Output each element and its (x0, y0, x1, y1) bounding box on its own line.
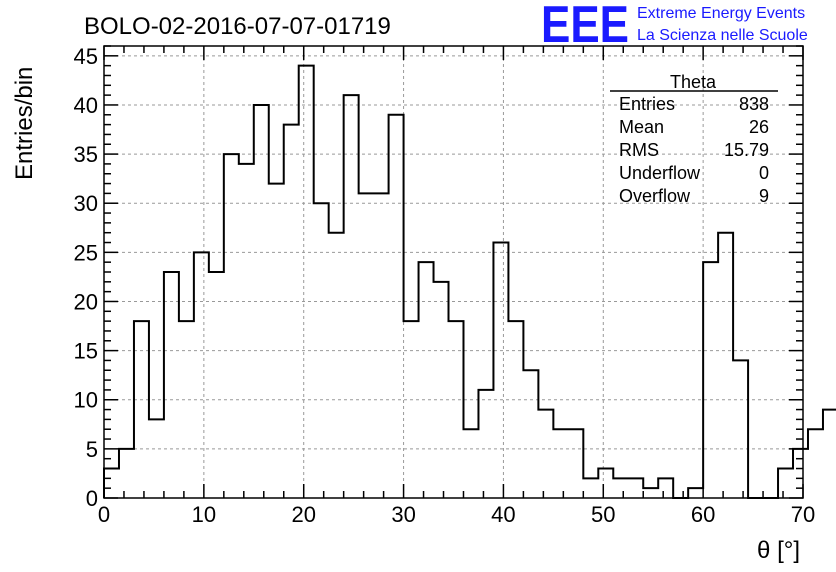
y-tick-label: 20 (74, 289, 98, 314)
x-tick-label: 60 (691, 502, 715, 527)
histogram-bin (583, 478, 598, 498)
histogram-bin (194, 252, 209, 498)
x-tick-label: 40 (491, 502, 515, 527)
grid (104, 46, 803, 498)
stats-row-label: Mean (619, 117, 664, 137)
y-tick-label: 40 (74, 93, 98, 118)
histogram-bin (778, 469, 793, 498)
histogram-bin (389, 115, 404, 498)
eee-logo: EEE Extreme Energy Events La Scienza nel… (541, 0, 808, 54)
histogram-bin (643, 488, 658, 498)
histogram-bin (269, 184, 284, 498)
y-tick-label: 5 (86, 437, 98, 462)
x-tick-label: 10 (192, 502, 216, 527)
histogram-bin (434, 282, 449, 498)
histogram-bin (823, 410, 836, 498)
histogram-bin (463, 429, 478, 498)
histogram-bin (239, 164, 254, 498)
x-axis-label: θ [°] (757, 537, 800, 564)
stats-row-value: 26 (749, 117, 769, 137)
histogram-bin (808, 429, 823, 498)
y-tick-label: 15 (74, 339, 98, 364)
histogram-bin (628, 478, 643, 498)
y-tick-label: 10 (74, 388, 98, 413)
histogram-bin (104, 469, 119, 498)
y-tick-labels: 0 5 10 15 20 25 30 35 40 45 (74, 44, 98, 511)
y-tick-label: 30 (74, 191, 98, 216)
histogram-bin (134, 321, 149, 498)
histogram-bin (209, 272, 224, 498)
histogram-bin (164, 272, 179, 498)
histogram-bin (284, 125, 299, 498)
stats-title: Theta (670, 72, 717, 92)
histogram-bin (254, 105, 269, 498)
histogram-bin (314, 203, 329, 498)
y-tick-label: 0 (86, 486, 98, 511)
histogram-bin (329, 233, 344, 498)
histogram-bin (359, 193, 374, 498)
stats-row-value: 9 (759, 186, 769, 206)
histogram-bin (688, 488, 703, 498)
histogram-bin (299, 66, 314, 498)
histogram-bin (478, 390, 493, 498)
histogram-bin (224, 154, 239, 498)
histogram-bin (553, 429, 568, 498)
x-tick-label: 30 (391, 502, 415, 527)
histogram-bin (419, 262, 434, 498)
histogram-bin (493, 243, 508, 498)
histogram-bin (613, 478, 628, 498)
histogram-bin (149, 419, 164, 498)
histogram-bin (658, 478, 673, 498)
histogram-line (103, 64, 836, 499)
stats-box: Theta Entries 838 Mean 26 RMS 15.79 Underflow 0… (610, 72, 778, 206)
stats-row-value: 0 (759, 163, 769, 183)
histogram-bin (703, 262, 718, 498)
histogram-bin (374, 193, 389, 498)
stats-rows: Entries 838 Mean 26 RMS 15.79 Underflow 0 Overfl… (619, 94, 769, 206)
histogram-bin (344, 95, 359, 498)
x-tick-labels: 0 10 20 30 40 50 60 70 (98, 502, 815, 527)
histogram-bin (119, 449, 134, 498)
histogram-bin (793, 449, 808, 498)
x-tick-label: 70 (791, 502, 815, 527)
stats-row-value: 838 (739, 94, 769, 114)
histogram-bin (598, 469, 613, 498)
x-tick-label: 50 (591, 502, 615, 527)
histogram-bin (404, 321, 419, 498)
logo-line-1: Extreme Energy Events (637, 5, 805, 22)
axis-ticks (103, 45, 804, 499)
logo-letters: EEE (541, 0, 629, 54)
histogram-bin (538, 410, 553, 498)
logo-line-2: La Scienza nelle Scuole (637, 27, 808, 44)
histogram-bins (104, 66, 836, 498)
y-tick-label: 35 (74, 142, 98, 167)
histogram-bin (718, 233, 733, 498)
y-axis-label: Entries/bin (11, 67, 38, 180)
histogram-bin (733, 360, 748, 498)
x-tick-label: 0 (98, 502, 110, 527)
histogram-bin (508, 321, 523, 498)
stats-row-value: 15.79 (724, 140, 769, 160)
stats-row-label: Underflow (619, 163, 701, 183)
stats-row-label: Overflow (619, 186, 691, 206)
histogram-bin (523, 370, 538, 498)
x-tick-label: 20 (291, 502, 315, 527)
histogram-bin (449, 321, 464, 498)
stats-row-label: Entries (619, 94, 675, 114)
histogram-bin (568, 429, 583, 498)
y-tick-label: 25 (74, 240, 98, 265)
y-tick-label: 45 (74, 44, 98, 69)
chart-title: BOLO-02-2016-07-07-01719 (84, 13, 391, 40)
histogram-bin (179, 321, 194, 498)
stats-row-label: RMS (619, 140, 659, 160)
